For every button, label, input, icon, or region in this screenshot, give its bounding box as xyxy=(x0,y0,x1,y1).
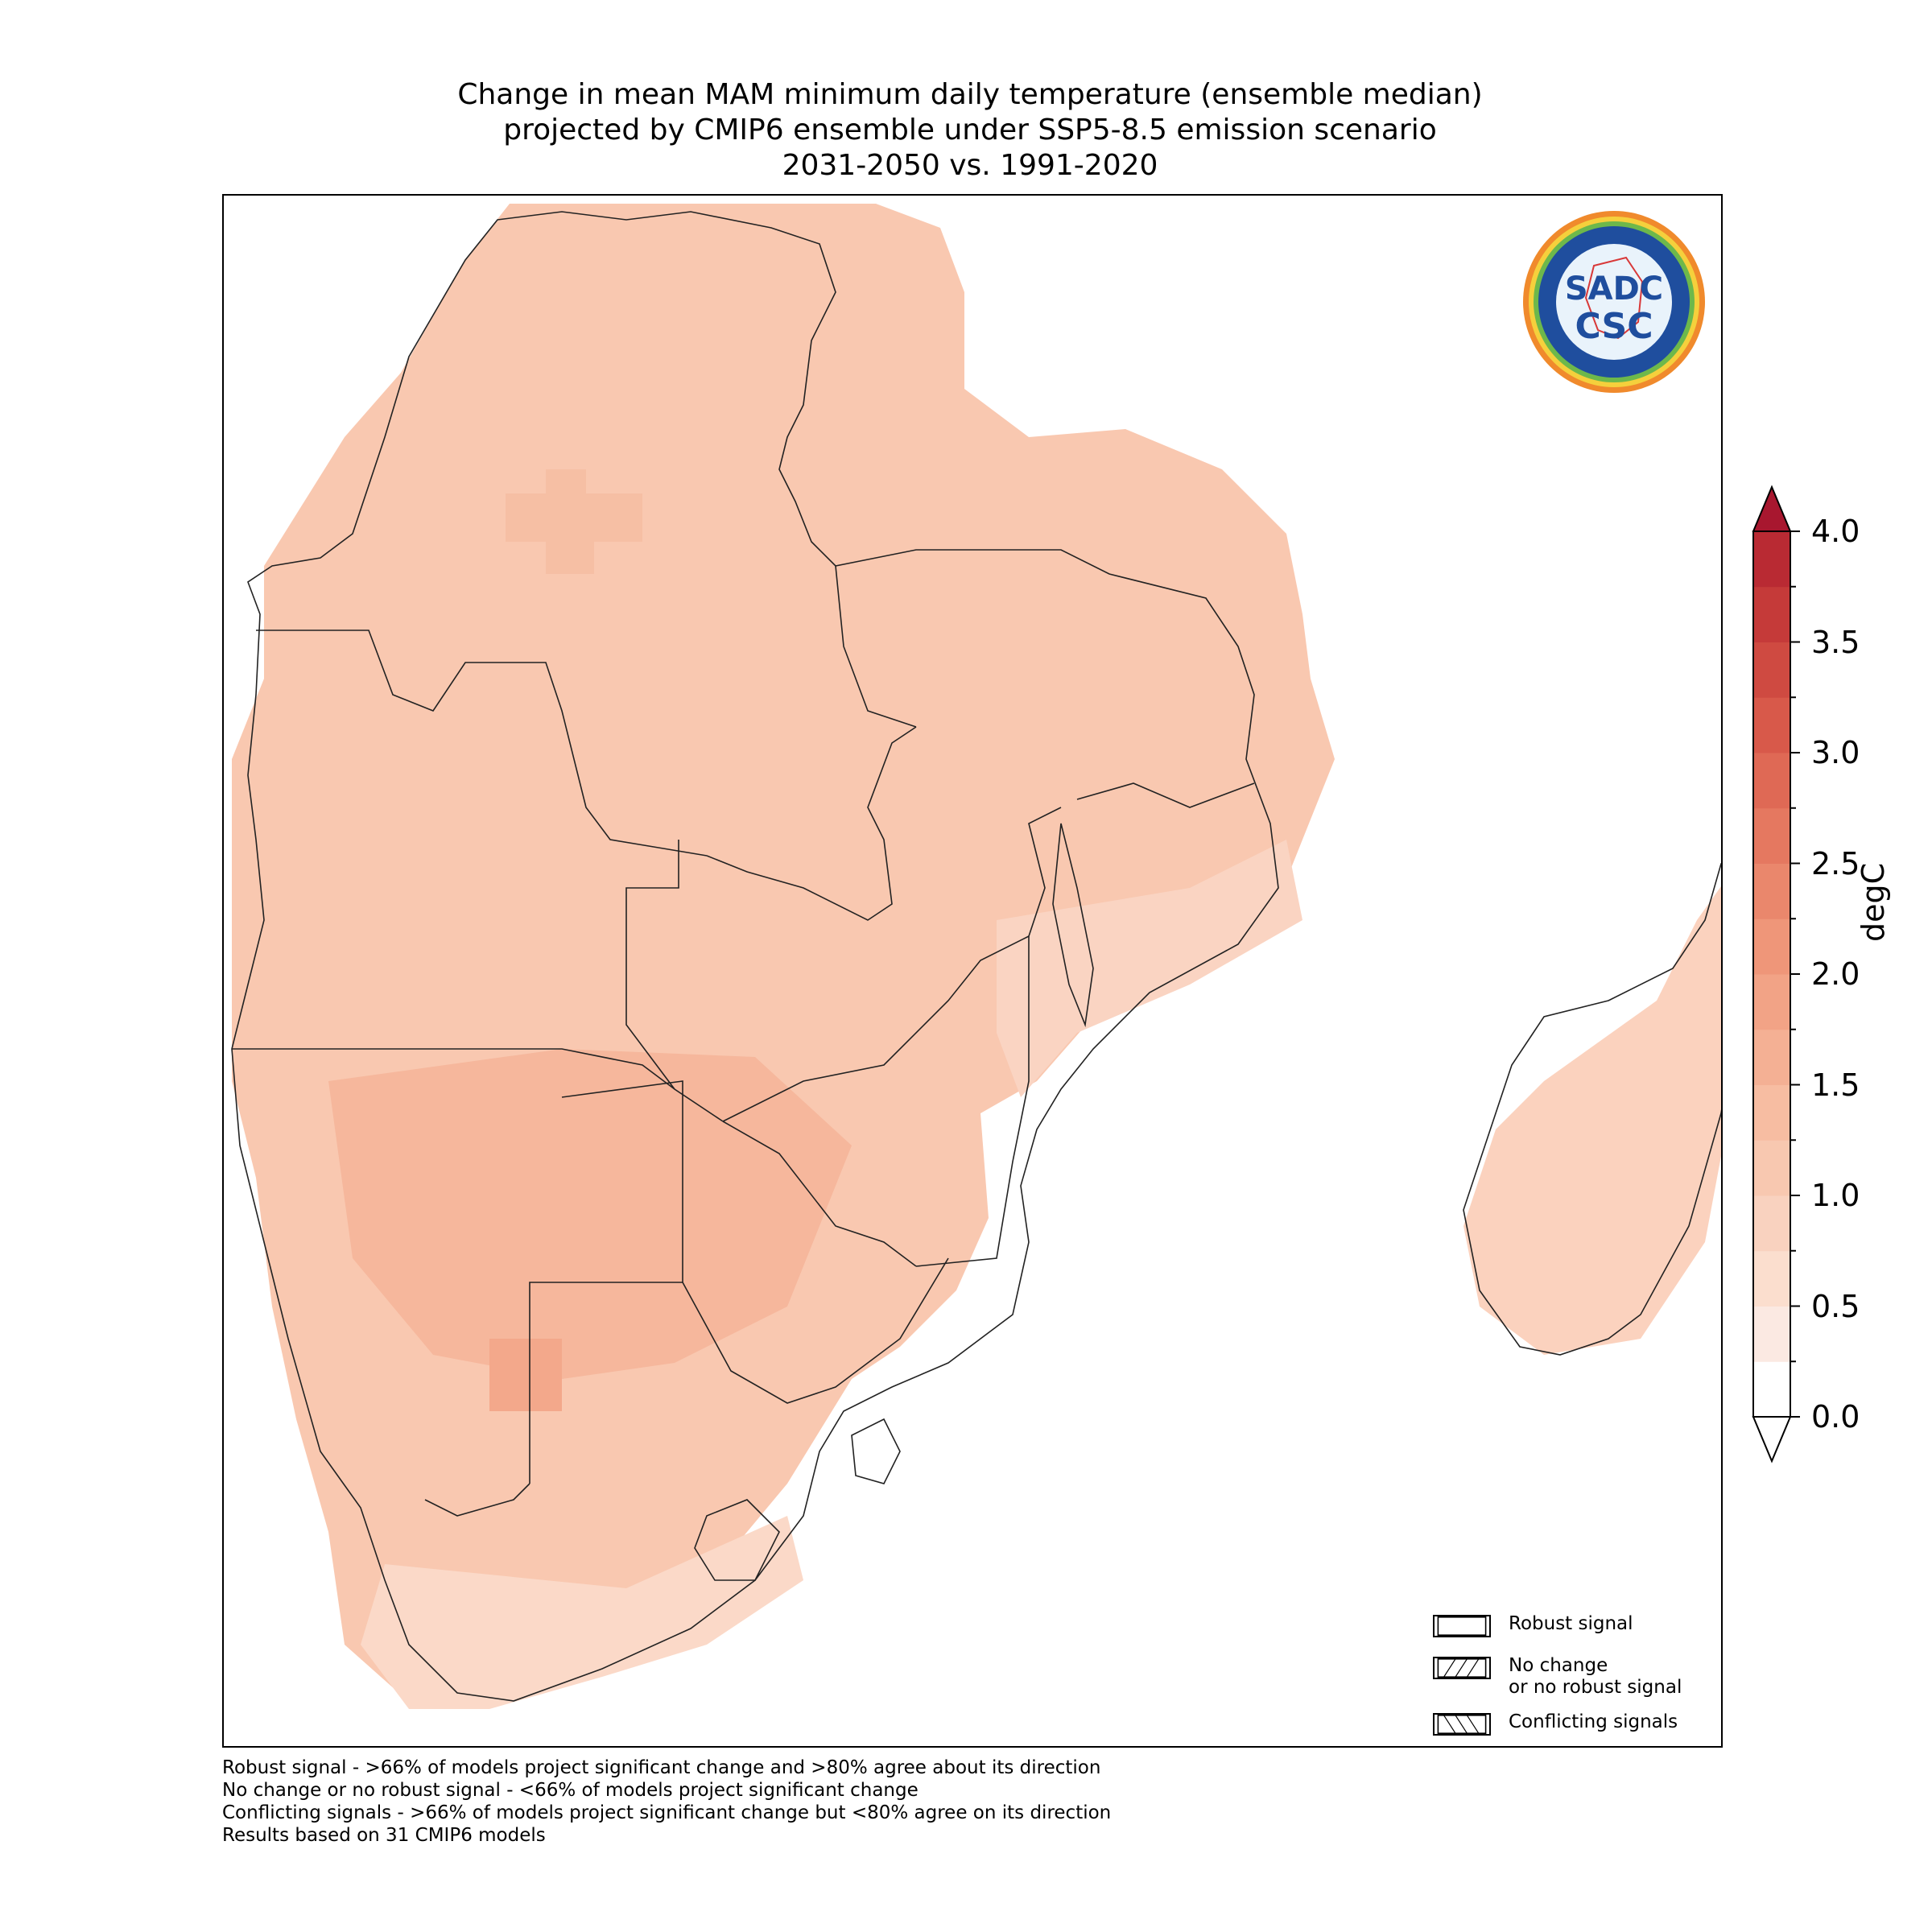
legend-label-no-change-line2: or no robust signal xyxy=(1509,1677,1682,1698)
colorbar-tick-label: 2.5 xyxy=(1811,845,1860,881)
colorbar-tick-label: 4.0 xyxy=(1811,514,1860,549)
colorbar xyxy=(1739,475,1835,1465)
colorbar-over-arrow xyxy=(1752,485,1792,532)
eswatini-outline xyxy=(851,1418,901,1484)
colorbar-segment xyxy=(1753,1029,1790,1085)
colorbar-segment xyxy=(1753,974,1790,1030)
warmer-core-region xyxy=(328,1049,852,1379)
colorbar-segment xyxy=(1753,586,1790,642)
border-tanzania-mozambique xyxy=(1076,782,1255,808)
border-drc-tanzania xyxy=(835,565,917,728)
legend-item-robust: Robust signal xyxy=(1433,1613,1633,1637)
colorbar-tick-label: 0.5 xyxy=(1811,1288,1860,1324)
border-zimbabwe-botswana xyxy=(722,1121,917,1267)
colorbar-tick-label: 2.0 xyxy=(1811,956,1860,992)
map-panel xyxy=(222,194,1723,1748)
logo-svg: SADC CSC xyxy=(1523,211,1705,393)
legend-box-robust xyxy=(1433,1615,1491,1637)
warmest-patch xyxy=(489,1339,562,1411)
footer-notes: Robust signal - >66% of models project s… xyxy=(222,1757,1111,1847)
cooler-south-coast xyxy=(361,1516,803,1709)
legend-box-conflicting xyxy=(1433,1713,1491,1736)
border-angola-namibia xyxy=(232,1048,675,1090)
coastline-mainland xyxy=(231,211,1279,1702)
colorbar-tick-label: 0.0 xyxy=(1811,1399,1860,1435)
colorbar-svg xyxy=(1752,485,1800,1463)
colorbar-label: degC xyxy=(1856,862,1891,942)
warmer-patch-north xyxy=(506,469,642,574)
border-namibia-southafrica xyxy=(424,1483,530,1517)
colorbar-tick-label: 1.0 xyxy=(1811,1178,1860,1213)
colorbar-segment xyxy=(1753,1140,1790,1196)
legend-item-conflicting: Conflicting signals xyxy=(1433,1711,1678,1736)
border-drc-zambia xyxy=(706,726,917,921)
colorbar-segment xyxy=(1753,1361,1790,1418)
title-line-3: 2031-2050 vs. 1991-2020 xyxy=(782,149,1158,182)
logo-main-text: SADC xyxy=(1565,270,1663,308)
lake-malawi xyxy=(1052,823,1094,1028)
title-line-2: projected by CMIP6 ensemble under SSP5-8… xyxy=(503,114,1437,147)
colorbar-segment xyxy=(1753,531,1790,588)
lesotho-outline xyxy=(694,1499,780,1581)
border-zambia-zimbabwe xyxy=(722,935,1030,1122)
border-botswana-southafrica xyxy=(682,1257,949,1404)
colorbar-tick-label: 1.5 xyxy=(1811,1067,1860,1103)
colorbar-segment xyxy=(1753,919,1790,975)
colorbar-segment xyxy=(1753,1250,1790,1307)
colorbar-segment xyxy=(1753,863,1790,919)
colorbar-segment xyxy=(1753,753,1790,809)
colorbar-tick-label: 3.0 xyxy=(1811,735,1860,770)
colorbar-segment xyxy=(1753,1195,1790,1252)
sadc-csc-logo: SADC CSC xyxy=(1521,209,1707,394)
footer-line-1: Robust signal - >66% of models project s… xyxy=(222,1757,1101,1778)
footer-line-4: Results based on 31 CMIP6 models xyxy=(222,1825,546,1846)
madagascar-region xyxy=(1463,886,1721,1355)
legend-label-conflicting: Conflicting signals xyxy=(1509,1711,1678,1732)
legend-item-no-change: No change or no robust signal xyxy=(1433,1655,1682,1699)
colorbar-tick-label: 3.5 xyxy=(1811,624,1860,660)
land-fill xyxy=(232,204,1721,1709)
colorbar-segment xyxy=(1753,1306,1790,1362)
madagascar-coastline xyxy=(1463,863,1721,1356)
border-zimbabwe-mozambique xyxy=(915,936,1030,1267)
colorbar-segment xyxy=(1753,697,1790,753)
border-angola-drc xyxy=(256,630,708,857)
colorbar-segment xyxy=(1753,1084,1790,1141)
logo-sub-text: CSC xyxy=(1575,306,1653,347)
border-malawi-zambia xyxy=(1028,807,1062,937)
legend-label-no-change-line1: No change xyxy=(1509,1655,1608,1676)
map-svg xyxy=(231,204,1721,1709)
colorbar-segment xyxy=(1753,807,1790,864)
legend-label-robust: Robust signal xyxy=(1509,1613,1633,1634)
legend-label-no-change: No change or no robust signal xyxy=(1509,1655,1682,1699)
legend: Robust signal No change or no robust sig… xyxy=(1433,1613,1707,1736)
footer-line-3: Conflicting signals - >66% of models pro… xyxy=(222,1802,1112,1823)
footer-line-2: No change or no robust signal - <66% of … xyxy=(222,1780,919,1801)
title-line-1: Change in mean MAM minimum daily tempera… xyxy=(457,78,1483,111)
colorbar-segment xyxy=(1753,642,1790,698)
colorbar-under-arrow xyxy=(1752,1416,1792,1463)
cooler-east-coast xyxy=(997,840,1302,1097)
chart-title: Change in mean MAM minimum daily tempera… xyxy=(217,77,1723,184)
country-borders xyxy=(231,211,1721,1702)
legend-box-no-change xyxy=(1433,1657,1491,1679)
